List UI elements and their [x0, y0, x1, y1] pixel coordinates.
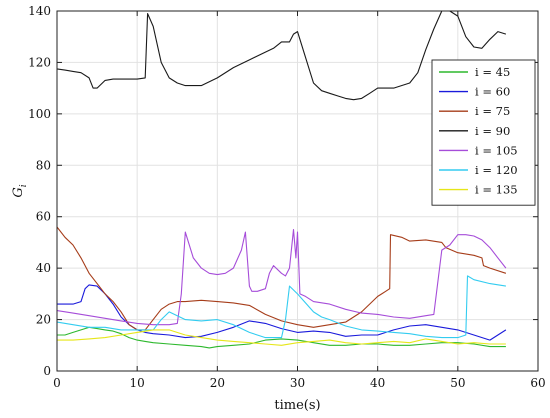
x-tick-label: 0	[53, 376, 61, 390]
y-tick-label: 20	[36, 313, 51, 327]
axis-ticks: 0 10 20 30 40 50 60 0 20 40 60 80 100 120 140	[28, 4, 546, 390]
y-tick-label: 60	[36, 210, 51, 224]
y-axis-label-main: G	[11, 187, 26, 197]
legend-entry-label: i = 45	[475, 65, 510, 79]
y-tick-label: 40	[36, 261, 51, 275]
legend-entry-label: i = 120	[475, 163, 518, 177]
series-line-5	[56, 229, 507, 326]
y-tick-label: 100	[28, 107, 51, 121]
y-tick-label: 140	[28, 4, 51, 18]
legend-entry-label: i = 90	[475, 124, 510, 138]
x-tick-label: 20	[210, 376, 225, 390]
legend-entry-label: i = 135	[475, 183, 518, 197]
x-tick-label: 40	[370, 376, 385, 390]
legend-box	[431, 59, 536, 206]
y-tick-label: 120	[28, 55, 51, 69]
x-tick-label: 10	[130, 376, 145, 390]
x-tick-label: 30	[290, 376, 305, 390]
legend: i = 45 i = 60 i = 75 i = 90 i = 105 i = 120 i …	[431, 59, 536, 206]
legend-entry-label: i = 60	[475, 85, 510, 99]
series-line-1	[57, 326, 506, 349]
x-tick-label: 50	[450, 376, 465, 390]
y-tick-label: 80	[36, 158, 51, 172]
x-axis-label: time(s)	[274, 398, 320, 413]
legend-entry-label: i = 75	[475, 104, 510, 118]
legend-entry-label: i = 105	[475, 143, 518, 157]
series-line-7	[57, 329, 506, 346]
y-tick-label: 0	[43, 364, 51, 378]
y-axis-label-subscript: i	[19, 184, 29, 187]
x-tick-label: 60	[530, 376, 545, 390]
series-line-3	[56, 226, 507, 331]
y-axis-label: Gi	[11, 184, 29, 197]
